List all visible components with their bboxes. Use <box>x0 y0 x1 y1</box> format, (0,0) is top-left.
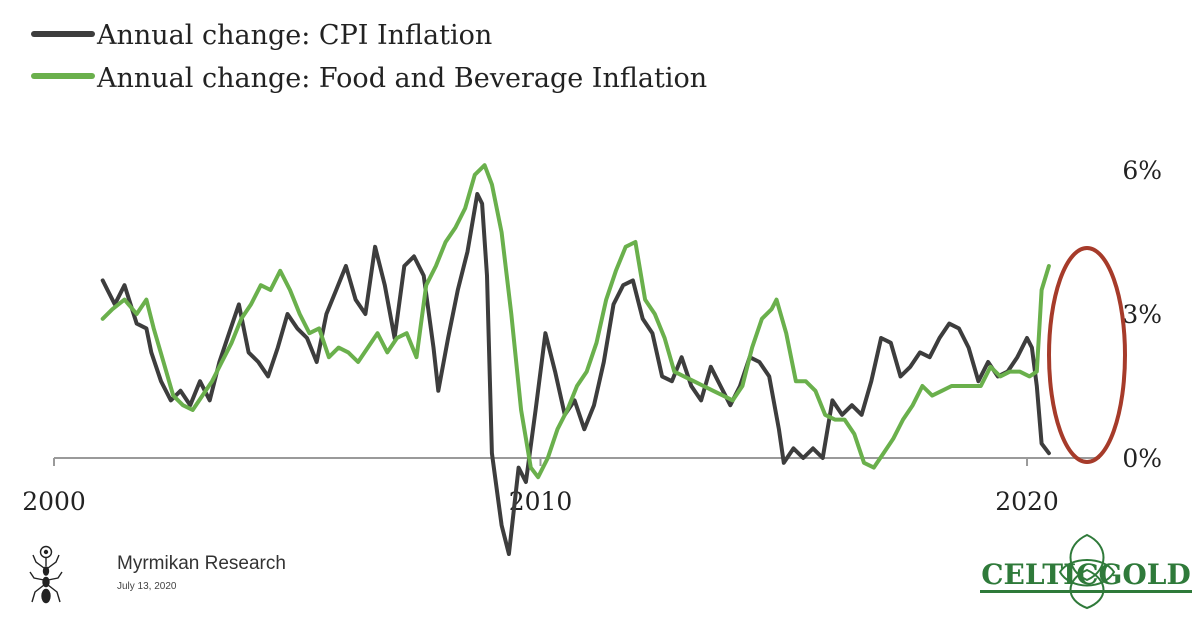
legend-label-food: Annual change: Food and Beverage Inflati… <box>96 63 707 94</box>
x-tick-label: 2020 <box>995 487 1059 516</box>
y-tick-label: 3% <box>1122 300 1162 329</box>
chart-legend: Annual change: CPI Inflation Annual chan… <box>31 20 707 94</box>
research-date: July 13, 2020 <box>117 581 177 592</box>
celticgold-logo: CELTICGOLD <box>980 533 1192 610</box>
y-tick-label: 0% <box>1122 444 1162 473</box>
myrmikan-branding: Myrmikan Research July 13, 2020 <box>29 545 286 604</box>
y-tick-label: 6% <box>1122 156 1162 185</box>
research-name: Myrmikan Research <box>117 553 286 574</box>
series-line-food <box>100 163 1051 480</box>
series-line-cpi <box>100 192 1051 556</box>
chart-axes: 2000 2010 2020 0% 3% 6% <box>22 156 1162 516</box>
series-layer <box>100 163 1051 556</box>
logo-text: CELTICGOLD <box>981 558 1191 591</box>
x-tick-label: 2000 <box>22 487 86 516</box>
celtic-knot-icon <box>1058 533 1116 610</box>
legend-label-cpi: Annual change: CPI Inflation <box>96 20 492 51</box>
ant-logo-icon <box>29 545 63 604</box>
highlight-ellipse <box>1047 246 1127 464</box>
x-tick-label: 2010 <box>509 487 573 516</box>
logo-underline <box>980 590 1192 593</box>
